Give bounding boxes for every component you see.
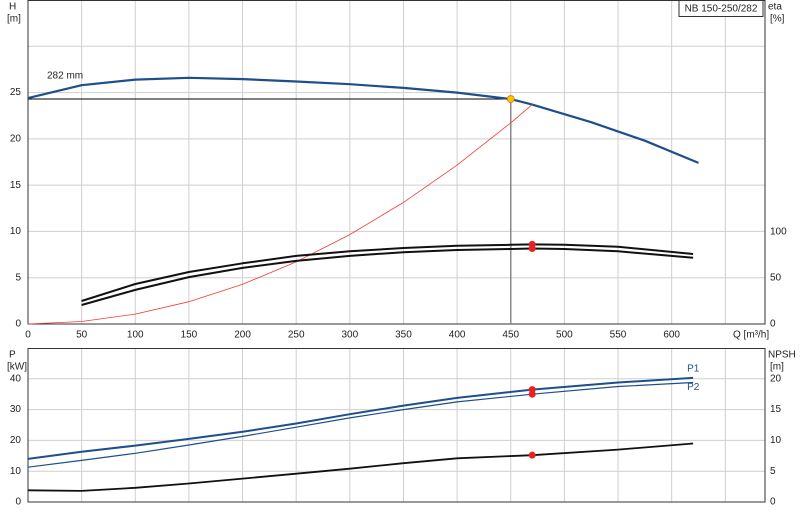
series-label: P2 [687, 382, 700, 393]
x-tick-label: 100 [127, 330, 144, 341]
y2-tick-label: 15 [770, 404, 782, 415]
x-tick-label: 0 [25, 330, 31, 341]
x-tick-label: 200 [234, 330, 251, 341]
y-tick-label: 10 [10, 226, 22, 237]
y-tick-label: 30 [10, 404, 22, 415]
y2-tick-label: 20 [770, 373, 782, 384]
y2-tick-label: 10 [770, 435, 782, 446]
y2-axis-label: eta [768, 2, 782, 13]
y-tick-label: 15 [10, 180, 22, 191]
model-box [678, 0, 764, 17]
y-axis-unit: [m] [7, 14, 21, 25]
x-axis-label: Q [m³/h] [733, 330, 769, 341]
series-line [27, 442, 694, 492]
x-tick-label: 450 [502, 330, 519, 341]
y2-tick-label: 0 [770, 319, 776, 330]
y-axis-label: H [9, 2, 16, 13]
y2-tick-label: 0 [770, 497, 776, 508]
y-tick-label: 10 [10, 466, 22, 477]
series-line [27, 381, 694, 468]
x-tick-label: 250 [288, 330, 305, 341]
y-tick-label: 40 [10, 373, 22, 384]
x-tick-label: 50 [76, 330, 88, 341]
series-line [27, 376, 694, 460]
y-tick-label: 20 [10, 435, 22, 446]
plot-frame [27, 348, 766, 503]
y2-tick-label: 5 [770, 466, 776, 477]
series-line [27, 104, 533, 325]
y-tick-label: 5 [15, 272, 21, 283]
y-tick-label: 20 [10, 133, 22, 144]
x-tick-label: 350 [395, 330, 412, 341]
duty-point [528, 390, 536, 398]
x-tick-label: 300 [341, 330, 358, 341]
duty-point [528, 451, 536, 459]
y-axis-label: P [9, 350, 16, 361]
y-axis-unit: [kW] [7, 362, 27, 373]
x-tick-label: 550 [610, 330, 627, 341]
x-tick-label: 150 [181, 330, 198, 341]
model-label: NB 150-250/282 [685, 4, 758, 15]
y2-tick-label: 50 [770, 273, 782, 284]
annotation: 282 mm [47, 71, 83, 82]
series-line [27, 76, 699, 164]
x-tick-label: 600 [663, 330, 680, 341]
x-tick-label: 400 [449, 330, 466, 341]
y2-axis-unit: [m] [770, 362, 784, 373]
plot-frame [27, 0, 766, 325]
duty-point [528, 245, 536, 253]
duty-point [506, 95, 515, 103]
x-tick-label: 500 [556, 330, 573, 341]
series-label: P1 [687, 364, 700, 375]
y2-tick-label: 100 [770, 227, 787, 238]
y2-axis-unit: [%] [770, 14, 785, 25]
series-line [81, 243, 694, 302]
y-tick-label: 25 [10, 87, 22, 98]
y2-axis-label: NPSH [768, 350, 796, 361]
y-tick-label: 0 [15, 497, 21, 508]
y-tick-label: 0 [15, 319, 21, 330]
series-line [81, 247, 694, 306]
